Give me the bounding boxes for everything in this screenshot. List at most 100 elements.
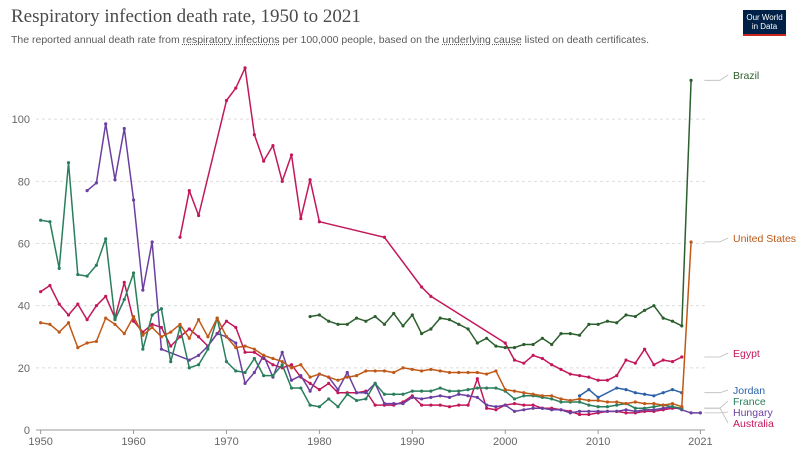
data-point-united-states — [224, 335, 229, 339]
data-point-hungary — [234, 341, 238, 345]
data-point-hungary — [485, 403, 489, 407]
data-point-australia — [94, 304, 98, 308]
data-point-france — [336, 405, 340, 409]
data-point-brazil — [643, 308, 647, 312]
data-point-united-states — [410, 367, 414, 371]
subtitle-text-3: listed on death certificates. — [521, 34, 650, 46]
data-point-hungary — [131, 198, 136, 202]
data-point-australia — [159, 325, 164, 330]
data-point-brazil — [466, 327, 470, 331]
data-point-jordan — [652, 394, 656, 398]
data-point-egypt — [680, 355, 684, 359]
label-connector-brazil — [704, 74, 729, 81]
data-point-egypt — [280, 179, 284, 183]
y-tick-label: 40 — [18, 301, 30, 313]
data-point-jordan — [615, 386, 619, 390]
x-tick-label: 1970 — [214, 436, 238, 448]
data-point-united-states — [308, 375, 312, 379]
data-point-egypt — [624, 358, 628, 362]
x-tick-label: 2021 — [688, 436, 712, 448]
data-point-united-states — [364, 369, 368, 373]
data-point-hungary — [187, 358, 191, 362]
data-point-united-states — [48, 322, 52, 326]
data-point-brazil — [336, 322, 340, 326]
data-point-united-states — [447, 370, 452, 375]
data-point-brazil — [605, 319, 610, 323]
data-point-hungary — [457, 392, 461, 396]
data-point-united-states — [596, 398, 600, 403]
data-point-australia — [66, 313, 71, 317]
data-point-france — [169, 360, 173, 364]
data-point-hungary — [420, 397, 424, 401]
series-line-brazil — [309, 80, 692, 349]
data-point-france — [345, 392, 349, 396]
data-point-australia — [57, 302, 61, 306]
data-point-france — [243, 370, 247, 375]
data-point-jordan — [577, 394, 582, 398]
data-point-hungary — [354, 391, 359, 395]
data-point-united-states — [624, 401, 628, 406]
owid-logo[interactable]: Our World in Data — [743, 10, 786, 36]
data-point-united-states — [475, 370, 479, 375]
data-point-united-states — [382, 369, 387, 373]
data-point-australia — [252, 350, 256, 354]
data-point-united-states — [299, 363, 303, 367]
data-point-australia — [587, 412, 591, 417]
data-point-hungary — [94, 181, 98, 185]
data-point-brazil — [373, 314, 377, 319]
data-point-united-states — [568, 398, 572, 403]
label-connector-france — [704, 400, 729, 409]
data-point-united-states — [373, 369, 377, 373]
data-point-united-states — [494, 369, 498, 373]
data-point-france — [670, 405, 675, 409]
data-point-hungary — [605, 409, 610, 413]
data-point-hungary — [401, 401, 405, 406]
data-point-united-states — [457, 370, 461, 375]
respiratory-infections-link[interactable]: respiratory infections — [182, 34, 280, 46]
data-point-egypt — [299, 217, 303, 221]
data-point-brazil — [429, 327, 433, 331]
data-point-hungary — [438, 394, 442, 398]
series-label-brazil: Brazil — [733, 70, 759, 82]
data-point-hungary — [475, 395, 479, 399]
data-point-brazil — [633, 314, 637, 319]
y-tick-label: 20 — [18, 363, 30, 375]
data-point-hungary — [215, 332, 219, 336]
data-point-hungary — [540, 406, 544, 410]
data-point-egypt — [382, 235, 387, 239]
data-point-hungary — [429, 395, 433, 399]
data-point-france — [605, 405, 610, 409]
data-point-hungary — [336, 387, 340, 392]
data-point-egypt — [178, 235, 182, 239]
data-point-brazil — [345, 322, 349, 326]
data-point-australia — [169, 344, 173, 348]
data-point-brazil — [540, 336, 544, 340]
data-point-hungary — [568, 411, 572, 415]
data-point-jordan — [633, 391, 637, 395]
data-point-jordan — [624, 387, 628, 392]
data-point-united-states — [503, 387, 507, 392]
data-point-hungary — [113, 178, 117, 182]
data-point-brazil — [550, 342, 554, 347]
data-point-france — [373, 381, 377, 385]
series-label-hungary: Hungary — [733, 407, 773, 419]
data-point-egypt — [540, 356, 544, 361]
x-tick-label: 1950 — [28, 436, 52, 448]
data-point-australia — [289, 363, 294, 367]
underlying-cause-link[interactable]: underlying cause — [442, 34, 522, 46]
data-point-united-states — [169, 330, 173, 334]
data-point-hungary — [243, 381, 247, 385]
label-connector-hungary — [704, 411, 729, 414]
data-point-hungary — [522, 408, 526, 412]
data-point-brazil — [587, 322, 591, 326]
data-point-united-states — [615, 400, 619, 404]
data-point-australia — [197, 335, 201, 339]
data-point-brazil — [317, 313, 321, 317]
data-point-hungary — [652, 408, 656, 412]
label-connector-jordan — [704, 389, 729, 394]
data-point-united-states — [605, 400, 610, 404]
logo-line-1: Our World — [746, 13, 783, 22]
data-point-united-states — [215, 316, 219, 320]
data-point-france — [224, 360, 229, 364]
data-point-egypt — [643, 347, 647, 351]
